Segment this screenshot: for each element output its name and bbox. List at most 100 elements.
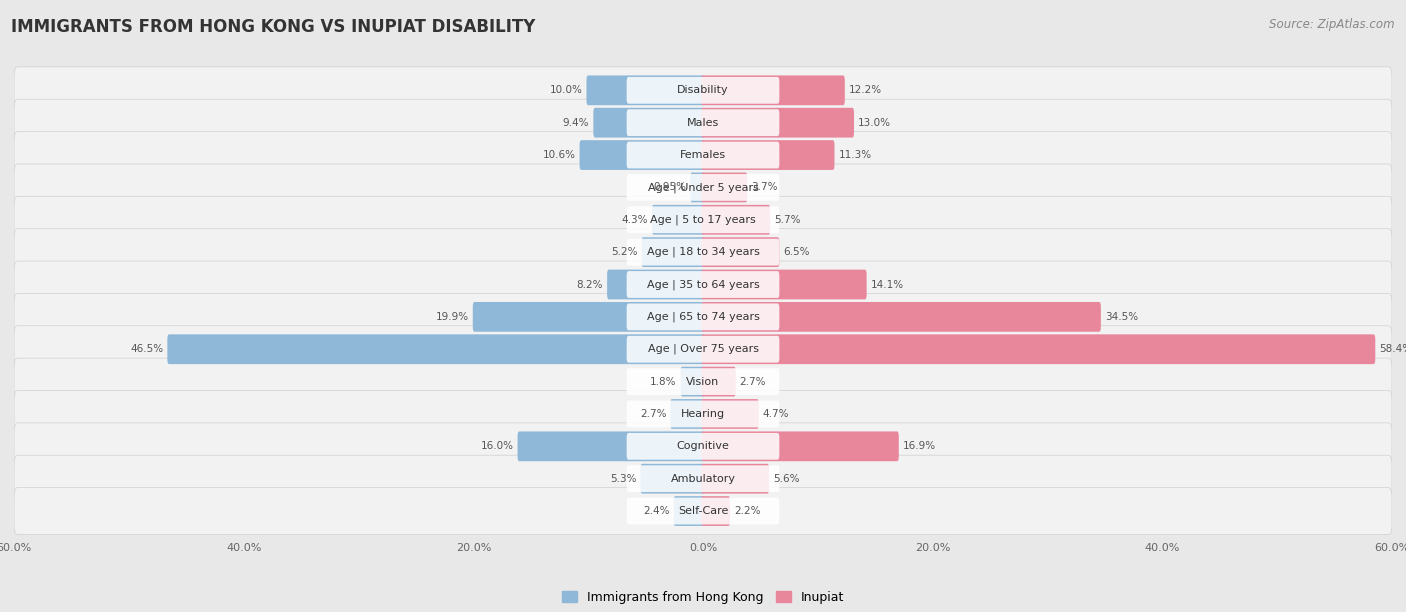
Text: Age | Over 75 years: Age | Over 75 years	[648, 344, 758, 354]
Text: 34.5%: 34.5%	[1105, 312, 1137, 322]
FancyBboxPatch shape	[673, 496, 704, 526]
FancyBboxPatch shape	[627, 498, 779, 524]
FancyBboxPatch shape	[627, 110, 779, 136]
FancyBboxPatch shape	[640, 464, 704, 493]
FancyBboxPatch shape	[627, 141, 779, 168]
FancyBboxPatch shape	[627, 174, 779, 201]
FancyBboxPatch shape	[702, 464, 769, 493]
Text: 5.6%: 5.6%	[773, 474, 800, 483]
Text: Disability: Disability	[678, 85, 728, 95]
Text: 11.3%: 11.3%	[838, 150, 872, 160]
Text: 13.0%: 13.0%	[858, 118, 891, 128]
Text: Age | 18 to 34 years: Age | 18 to 34 years	[647, 247, 759, 258]
Text: 58.4%: 58.4%	[1379, 344, 1406, 354]
FancyBboxPatch shape	[627, 271, 779, 298]
FancyBboxPatch shape	[702, 399, 759, 429]
Text: Age | 65 to 74 years: Age | 65 to 74 years	[647, 312, 759, 322]
FancyBboxPatch shape	[671, 399, 704, 429]
FancyBboxPatch shape	[579, 140, 704, 170]
Text: IMMIGRANTS FROM HONG KONG VS INUPIAT DISABILITY: IMMIGRANTS FROM HONG KONG VS INUPIAT DIS…	[11, 18, 536, 36]
Text: 2.7%: 2.7%	[640, 409, 666, 419]
FancyBboxPatch shape	[627, 304, 779, 330]
FancyBboxPatch shape	[627, 77, 779, 103]
Text: 5.7%: 5.7%	[775, 215, 800, 225]
FancyBboxPatch shape	[14, 423, 1392, 470]
Text: 12.2%: 12.2%	[849, 85, 882, 95]
FancyBboxPatch shape	[652, 205, 704, 234]
FancyBboxPatch shape	[14, 229, 1392, 275]
FancyBboxPatch shape	[14, 358, 1392, 405]
FancyBboxPatch shape	[14, 164, 1392, 211]
Text: 10.0%: 10.0%	[550, 85, 582, 95]
Text: 14.1%: 14.1%	[870, 280, 904, 289]
FancyBboxPatch shape	[690, 173, 704, 203]
FancyBboxPatch shape	[14, 99, 1392, 146]
Text: 2.7%: 2.7%	[740, 376, 766, 387]
Text: 5.2%: 5.2%	[612, 247, 637, 257]
Text: Ambulatory: Ambulatory	[671, 474, 735, 483]
Text: 8.2%: 8.2%	[576, 280, 603, 289]
Text: 1.8%: 1.8%	[650, 376, 676, 387]
FancyBboxPatch shape	[627, 239, 779, 266]
Text: Age | Under 5 years: Age | Under 5 years	[648, 182, 758, 193]
FancyBboxPatch shape	[681, 367, 704, 397]
FancyBboxPatch shape	[702, 75, 845, 105]
FancyBboxPatch shape	[14, 293, 1392, 340]
Text: 9.4%: 9.4%	[562, 118, 589, 128]
FancyBboxPatch shape	[627, 336, 779, 363]
Text: 2.2%: 2.2%	[734, 506, 761, 516]
FancyBboxPatch shape	[641, 237, 704, 267]
Text: Hearing: Hearing	[681, 409, 725, 419]
Text: 10.6%: 10.6%	[543, 150, 575, 160]
FancyBboxPatch shape	[586, 75, 704, 105]
Text: Males: Males	[688, 118, 718, 128]
FancyBboxPatch shape	[607, 270, 704, 299]
Text: 2.4%: 2.4%	[643, 506, 669, 516]
FancyBboxPatch shape	[702, 270, 866, 299]
Text: 5.3%: 5.3%	[610, 474, 637, 483]
Text: Females: Females	[681, 150, 725, 160]
Text: 16.9%: 16.9%	[903, 441, 936, 451]
FancyBboxPatch shape	[702, 237, 779, 267]
FancyBboxPatch shape	[593, 108, 704, 138]
FancyBboxPatch shape	[702, 108, 853, 138]
Text: Cognitive: Cognitive	[676, 441, 730, 451]
FancyBboxPatch shape	[627, 433, 779, 460]
FancyBboxPatch shape	[702, 173, 747, 203]
FancyBboxPatch shape	[14, 455, 1392, 502]
Text: Source: ZipAtlas.com: Source: ZipAtlas.com	[1270, 18, 1395, 31]
FancyBboxPatch shape	[627, 401, 779, 427]
FancyBboxPatch shape	[627, 368, 779, 395]
FancyBboxPatch shape	[702, 431, 898, 461]
FancyBboxPatch shape	[14, 132, 1392, 179]
FancyBboxPatch shape	[517, 431, 704, 461]
Text: Age | 5 to 17 years: Age | 5 to 17 years	[650, 215, 756, 225]
FancyBboxPatch shape	[14, 261, 1392, 308]
FancyBboxPatch shape	[472, 302, 704, 332]
Text: Age | 35 to 64 years: Age | 35 to 64 years	[647, 279, 759, 289]
FancyBboxPatch shape	[14, 326, 1392, 373]
Text: 16.0%: 16.0%	[481, 441, 513, 451]
FancyBboxPatch shape	[702, 367, 735, 397]
FancyBboxPatch shape	[702, 496, 730, 526]
FancyBboxPatch shape	[702, 205, 770, 234]
Text: 19.9%: 19.9%	[436, 312, 468, 322]
FancyBboxPatch shape	[14, 488, 1392, 534]
FancyBboxPatch shape	[14, 67, 1392, 114]
FancyBboxPatch shape	[627, 465, 779, 492]
Text: 6.5%: 6.5%	[783, 247, 810, 257]
FancyBboxPatch shape	[14, 196, 1392, 243]
FancyBboxPatch shape	[702, 140, 835, 170]
FancyBboxPatch shape	[14, 390, 1392, 438]
Text: 4.7%: 4.7%	[762, 409, 789, 419]
FancyBboxPatch shape	[702, 334, 1375, 364]
Text: Self-Care: Self-Care	[678, 506, 728, 516]
FancyBboxPatch shape	[167, 334, 704, 364]
Text: 4.3%: 4.3%	[621, 215, 648, 225]
Legend: Immigrants from Hong Kong, Inupiat: Immigrants from Hong Kong, Inupiat	[557, 586, 849, 609]
FancyBboxPatch shape	[702, 302, 1101, 332]
FancyBboxPatch shape	[627, 206, 779, 233]
Text: Vision: Vision	[686, 376, 720, 387]
Text: 46.5%: 46.5%	[131, 344, 163, 354]
Text: 0.95%: 0.95%	[654, 182, 686, 192]
